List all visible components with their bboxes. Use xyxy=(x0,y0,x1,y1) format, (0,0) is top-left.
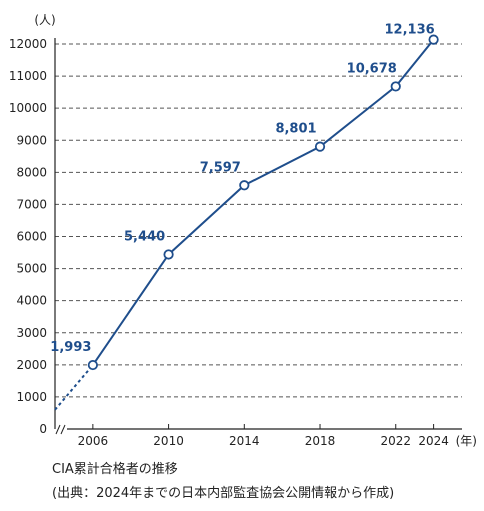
series-path xyxy=(92,39,435,366)
y-tick-0: 0 xyxy=(39,422,47,436)
x-tick-labels: 2006 2010 2014 2018 2022 2024 xyxy=(78,434,449,448)
data-points xyxy=(87,34,439,371)
data-label-2006: 1,993 xyxy=(50,340,91,355)
y-tick-8000: 8000 xyxy=(16,165,47,179)
chart-caption: CIA累計合格者の推移 xyxy=(52,462,178,477)
y-tick-3000: 3000 xyxy=(16,326,47,340)
data-label-2014: 7,597 xyxy=(200,160,241,175)
y-tick-11000: 11000 xyxy=(9,69,47,83)
series-lead-in xyxy=(54,364,94,411)
chart-source-note: (出典：2024年までの日本内部監査協会公開情報から作成) xyxy=(52,486,395,501)
data-label-2022: 10,678 xyxy=(347,61,397,76)
x-tick-2018: 2018 xyxy=(305,434,336,448)
axis-break-mark xyxy=(55,424,66,435)
data-label-2018: 8,801 xyxy=(275,122,316,137)
data-point-2018 xyxy=(314,141,326,152)
line-chart: 0 1000 2000 3000 4000 5000 6000 7000 8000 9000 100… xyxy=(9,13,477,448)
x-tick-2024: 2024 xyxy=(418,434,449,448)
y-axis-unit-label: (人) xyxy=(34,13,55,27)
data-label-2010: 5,440 xyxy=(124,229,165,244)
x-tick-2006: 2006 xyxy=(78,434,109,448)
y-tick-4000: 4000 xyxy=(16,294,47,308)
data-point-2010 xyxy=(163,249,174,260)
y-tick-1000: 1000 xyxy=(16,390,47,404)
series-line xyxy=(54,39,435,411)
y-tick-6000: 6000 xyxy=(16,230,47,244)
axes xyxy=(54,38,462,435)
gridlines xyxy=(55,43,462,398)
data-point-2006 xyxy=(87,359,98,371)
y-tick-10000: 10000 xyxy=(9,101,47,115)
data-point-2014 xyxy=(239,180,250,191)
y-tick-7000: 7000 xyxy=(16,197,47,211)
x-tick-2022: 2022 xyxy=(380,434,411,448)
data-label-2024: 12,136 xyxy=(385,23,435,38)
y-tick-9000: 9000 xyxy=(16,133,47,147)
data-labels: 1,993 5,440 7,597 8,801 10,678 12,136 xyxy=(50,23,434,355)
data-point-2024 xyxy=(428,34,439,45)
x-tick-2010: 2010 xyxy=(153,434,184,448)
x-tick-2014: 2014 xyxy=(229,434,260,448)
data-point-2022 xyxy=(390,81,401,92)
y-tick-2000: 2000 xyxy=(16,358,47,372)
y-tick-5000: 5000 xyxy=(16,262,47,276)
y-tick-labels: 0 1000 2000 3000 4000 5000 6000 7000 8000 9000 100… xyxy=(9,37,47,436)
y-tick-12000: 12000 xyxy=(9,37,47,51)
x-axis-unit-label: (年) xyxy=(456,434,477,448)
